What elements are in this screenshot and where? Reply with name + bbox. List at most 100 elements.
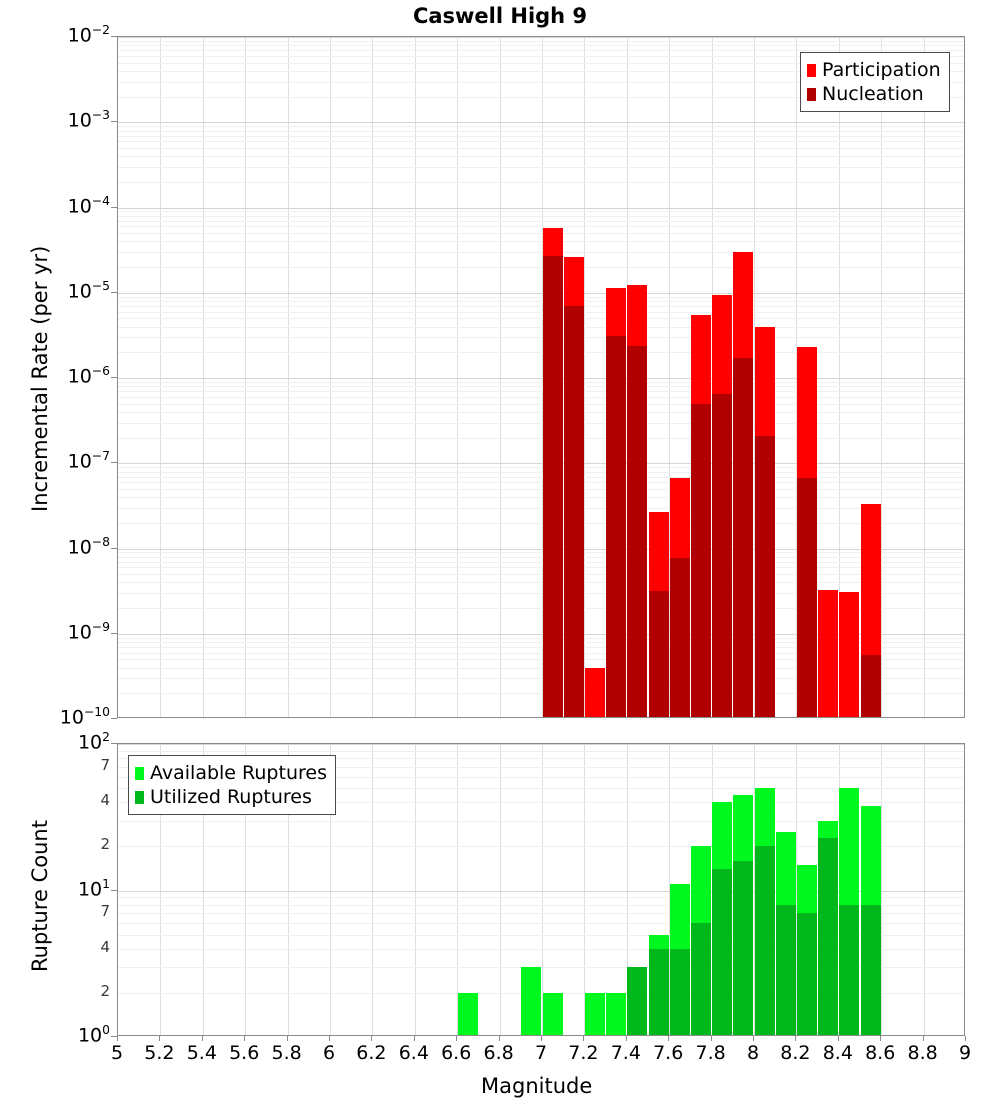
grid-line-horizontal xyxy=(118,846,964,848)
x-tick-mark xyxy=(413,1036,415,1041)
grid-line-horizontal xyxy=(118,166,964,168)
y-tick-mark xyxy=(111,718,117,719)
top-panel-y-tick: 10−4 xyxy=(67,193,110,217)
incremental-rate-plot xyxy=(117,36,965,718)
bar-available-ruptures xyxy=(542,992,563,1035)
grid-line-horizontal xyxy=(118,215,964,217)
x-tick-mark xyxy=(329,1036,330,1041)
y-tick-mark xyxy=(111,547,117,549)
bar-utilized-ruptures xyxy=(839,904,860,1035)
grid-line-horizontal xyxy=(118,437,964,439)
grid-line-vertical xyxy=(330,37,331,717)
bottom-panel-y-minor-tick: 2 xyxy=(100,981,110,1000)
bar-participation xyxy=(585,667,605,717)
x-tick-label: 6.8 xyxy=(483,1042,514,1064)
grid-line-horizontal xyxy=(118,642,964,643)
top-panel-legend: Participation Nucleation xyxy=(800,52,950,112)
bar-nucleation xyxy=(627,345,648,717)
bar-available-ruptures xyxy=(585,992,605,1035)
grid-line-horizontal xyxy=(118,62,964,64)
x-tick-mark xyxy=(456,1036,458,1041)
x-tick-mark xyxy=(795,1036,797,1041)
grid-line-horizontal xyxy=(118,301,964,302)
grid-line-horizontal xyxy=(118,934,964,936)
bar-nucleation xyxy=(712,393,733,717)
grid-line-vertical xyxy=(245,37,247,717)
bar-utilized-ruptures xyxy=(627,967,648,1035)
grid-line-horizontal xyxy=(118,463,964,465)
grid-line-vertical xyxy=(499,744,501,1035)
grid-line-vertical xyxy=(414,744,416,1035)
top-panel-y-tick: 10−7 xyxy=(67,449,110,473)
bottom-panel-legend: Available Ruptures Utilized Ruptures xyxy=(128,755,336,815)
grid-line-horizontal xyxy=(118,40,964,42)
grid-line-horizontal xyxy=(118,758,964,760)
rupture-count-plot xyxy=(117,743,965,1036)
grid-line-horizontal xyxy=(118,802,964,804)
bar-utilized-ruptures xyxy=(797,913,817,1035)
legend-swatch-icon xyxy=(807,87,816,101)
legend-label: Nucleation xyxy=(822,82,924,105)
bar-nucleation xyxy=(797,478,817,717)
bottom-panel-y-minor-tick: 4 xyxy=(100,937,110,956)
bar-available-ruptures xyxy=(521,967,542,1035)
grid-line-horizontal xyxy=(118,678,964,680)
y-tick-mark xyxy=(111,206,117,208)
grid-line-vertical xyxy=(287,37,289,717)
top-panel-legend-item: Participation xyxy=(807,58,941,82)
bottom-panel-y-minor-tick: 7 xyxy=(100,902,110,921)
grid-line-horizontal xyxy=(118,318,964,320)
x-tick-mark xyxy=(880,1036,882,1041)
grid-line-horizontal xyxy=(118,904,964,906)
x-tick-mark xyxy=(371,1036,373,1041)
grid-line-vertical xyxy=(202,744,204,1035)
grid-line-horizontal xyxy=(118,522,964,524)
bar-nucleation xyxy=(691,404,711,717)
grid-line-horizontal xyxy=(118,267,964,269)
grid-line-horizontal xyxy=(118,637,964,639)
bar-available-ruptures xyxy=(606,992,627,1035)
legend-label: Available Ruptures xyxy=(150,761,327,784)
x-tick-label: 5.6 xyxy=(229,1042,260,1064)
grid-line-horizontal xyxy=(118,766,964,768)
bottom-panel-y-tick: 102 xyxy=(77,730,110,754)
bar-utilized-ruptures xyxy=(712,869,733,1035)
grid-line-horizontal xyxy=(118,96,964,98)
bar-utilized-ruptures xyxy=(691,923,711,1035)
grid-line-horizontal xyxy=(118,923,964,924)
grid-line-vertical xyxy=(711,37,713,717)
grid-line-vertical xyxy=(796,37,798,717)
grid-line-horizontal xyxy=(118,378,964,379)
grid-line-vertical xyxy=(499,37,501,717)
grid-line-horizontal xyxy=(118,507,964,509)
x-tick-mark xyxy=(753,1036,754,1041)
x-tick-label: 8.6 xyxy=(865,1042,896,1064)
grid-line-vertical xyxy=(754,744,755,1035)
x-tick-mark xyxy=(286,1036,288,1041)
bar-participation xyxy=(839,591,860,717)
x-tick-mark xyxy=(117,1036,118,1041)
grid-line-horizontal xyxy=(118,567,964,569)
legend-label: Participation xyxy=(822,58,941,81)
top-panel-y-tick: 10−5 xyxy=(67,278,110,303)
x-tick-label: 6.6 xyxy=(441,1042,472,1064)
bar-utilized-ruptures xyxy=(818,837,839,1035)
grid-line-horizontal xyxy=(118,156,964,158)
bar-nucleation xyxy=(563,306,584,717)
x-tick-mark xyxy=(159,1036,161,1041)
grid-line-vertical xyxy=(626,744,628,1035)
grid-line-horizontal xyxy=(118,422,964,424)
x-tick-label: 6.2 xyxy=(356,1042,387,1064)
x-tick-mark xyxy=(965,1036,966,1041)
bar-participation xyxy=(818,589,839,717)
grid-line-vertical xyxy=(372,37,374,717)
top-panel-y-tick: 10−8 xyxy=(67,534,110,558)
x-tick-label: 8 xyxy=(746,1042,760,1064)
legend-swatch-icon xyxy=(135,790,144,804)
y-tick-mark xyxy=(111,291,117,293)
grid-line-horizontal xyxy=(118,582,964,584)
x-tick-label: 7.8 xyxy=(695,1042,726,1064)
grid-line-vertical xyxy=(584,744,586,1035)
grid-line-vertical xyxy=(287,744,289,1035)
x-tick-label: 9 xyxy=(958,1042,972,1064)
